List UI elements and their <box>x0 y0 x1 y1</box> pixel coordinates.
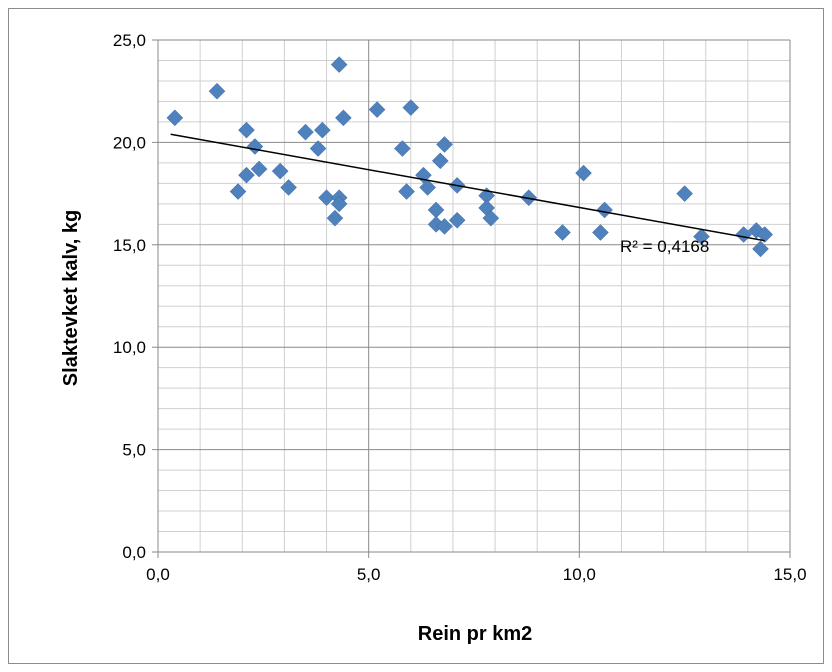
x-tick-label: 0,0 <box>146 565 170 584</box>
data-point <box>229 183 247 200</box>
y-tick-label: 10,0 <box>113 338 146 357</box>
data-point <box>756 226 774 243</box>
data-point <box>166 109 184 127</box>
x-tick-label: 10,0 <box>563 565 596 584</box>
data-point <box>368 101 386 118</box>
y-tick-label: 0,0 <box>122 543 146 562</box>
chart-frame <box>8 8 824 664</box>
data-point <box>419 179 437 196</box>
data-point <box>326 209 344 227</box>
data-point <box>330 56 348 73</box>
y-tick-label: 5,0 <box>122 441 146 460</box>
data-point <box>309 140 327 157</box>
data-point <box>280 179 297 196</box>
data-point <box>436 218 453 235</box>
data-points <box>166 56 774 258</box>
data-point <box>335 109 352 127</box>
y-tick-label: 15,0 <box>113 236 146 255</box>
x-tick-label: 15,0 <box>773 565 806 584</box>
data-point <box>427 201 445 219</box>
data-point <box>448 211 466 229</box>
data-point <box>436 136 453 153</box>
r-squared-label: R² = 0,4168 <box>620 237 709 256</box>
data-point <box>575 164 592 182</box>
data-point <box>402 99 420 116</box>
data-point <box>330 195 348 213</box>
data-point <box>482 209 500 227</box>
data-point <box>246 138 264 155</box>
y-tick-labels: 0,0 5,0 10,0 15,0 20,0 25,0 <box>113 31 146 562</box>
y-tick-label: 25,0 <box>113 31 146 50</box>
axes <box>152 39 791 558</box>
data-point <box>271 162 289 180</box>
data-point <box>238 166 255 184</box>
data-point <box>693 228 710 245</box>
data-point <box>398 183 415 200</box>
x-axis-title: Rein pr km2 <box>418 623 532 645</box>
major-gridlines <box>158 39 791 552</box>
x-tick-labels: 0,0 5,0 10,0 15,0 <box>146 565 806 584</box>
data-point <box>676 185 694 202</box>
data-point <box>735 226 753 243</box>
data-point <box>250 160 268 178</box>
data-point <box>431 152 449 170</box>
data-point <box>752 240 769 258</box>
data-point <box>238 121 255 139</box>
minor-gridlines <box>158 40 790 552</box>
data-point <box>313 121 331 139</box>
y-axis-title: Slaktevket kalv, kg <box>60 210 82 386</box>
data-point <box>208 82 226 100</box>
data-point <box>554 224 571 241</box>
x-tick-label: 5,0 <box>357 565 381 584</box>
trendline <box>170 133 765 242</box>
data-point <box>318 189 335 207</box>
y-tick-label: 20,0 <box>113 133 146 152</box>
data-point <box>596 201 613 219</box>
data-point <box>592 224 609 241</box>
data-point <box>394 140 411 157</box>
data-point <box>297 123 314 141</box>
